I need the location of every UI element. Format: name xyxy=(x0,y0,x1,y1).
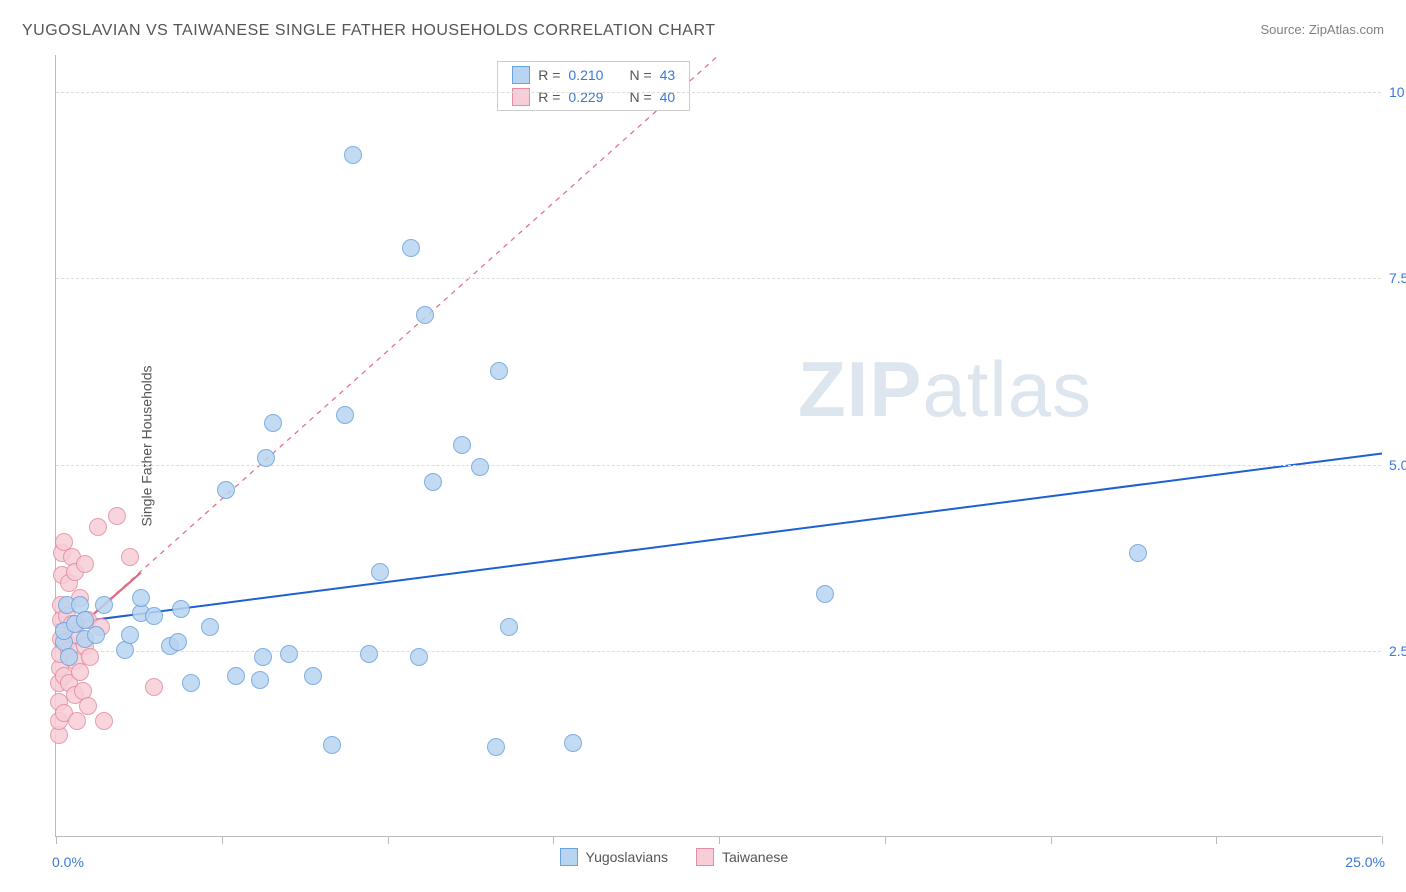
yugoslavians-point xyxy=(121,626,139,644)
yugoslavians-point xyxy=(371,563,389,581)
legend-series-item: Yugoslavians xyxy=(560,848,669,866)
xtick xyxy=(1051,836,1052,844)
taiwanese-point xyxy=(145,678,163,696)
ytick-label: 5.0% xyxy=(1389,457,1406,473)
taiwanese-point xyxy=(89,518,107,536)
xtick-label: 0.0% xyxy=(52,854,84,870)
ytick-label: 2.5% xyxy=(1389,643,1406,659)
legend-r-label: R = xyxy=(538,67,560,83)
yugoslavians-point xyxy=(410,648,428,666)
gridline-h xyxy=(56,278,1381,279)
yugoslavians-point xyxy=(257,449,275,467)
yugoslavians-point xyxy=(424,473,442,491)
xtick xyxy=(56,836,57,844)
plot-svg xyxy=(56,55,1381,836)
yugoslavians-point xyxy=(254,648,272,666)
taiwanese-point xyxy=(76,555,94,573)
yugoslavians-point xyxy=(201,618,219,636)
xtick-label: 25.0% xyxy=(1345,854,1385,870)
yugoslavians-point xyxy=(453,436,471,454)
taiwanese-point xyxy=(121,548,139,566)
yugoslavians-point xyxy=(60,648,78,666)
taiwanese-trendline xyxy=(56,55,719,647)
yugoslavians-point xyxy=(336,406,354,424)
yugoslavians-point xyxy=(323,736,341,754)
yugoslavians-point xyxy=(471,458,489,476)
yugoslavians-point xyxy=(182,674,200,692)
yugoslavians-point xyxy=(500,618,518,636)
legend-n-label: N = xyxy=(629,67,651,83)
xtick xyxy=(719,836,720,844)
gridline-h xyxy=(56,92,1381,93)
legend-series-label: Taiwanese xyxy=(722,849,788,865)
taiwanese-point xyxy=(71,663,89,681)
ytick-label: 7.5% xyxy=(1389,270,1406,286)
xtick xyxy=(1216,836,1217,844)
legend-r-value: 0.210 xyxy=(568,67,603,83)
legend-series: Yugoslavians Taiwanese xyxy=(560,848,789,866)
taiwanese-point xyxy=(68,712,86,730)
xtick xyxy=(388,836,389,844)
source-text: Source: ZipAtlas.com xyxy=(1260,22,1384,37)
yugoslavians-point xyxy=(564,734,582,752)
yugoslavians-point xyxy=(416,306,434,324)
yugoslavians-point xyxy=(95,596,113,614)
yugoslavians-point xyxy=(264,414,282,432)
ytick-label: 10.0% xyxy=(1389,84,1406,100)
yugoslavians-point xyxy=(344,146,362,164)
legend-stats-row: R =0.229N =40 xyxy=(498,86,689,108)
taiwanese-point xyxy=(81,648,99,666)
plot-area: Single Father Households ZIPatlas R =0.2… xyxy=(55,55,1381,837)
yugoslavians-point xyxy=(169,633,187,651)
legend-swatch xyxy=(560,848,578,866)
yugoslavians-point xyxy=(487,738,505,756)
yugoslavians-point xyxy=(251,671,269,689)
yugoslavians-point xyxy=(132,589,150,607)
xtick xyxy=(885,836,886,844)
legend-swatch xyxy=(512,66,530,84)
yugoslavians-point xyxy=(172,600,190,618)
legend-n-value: 43 xyxy=(660,67,676,83)
legend-swatch xyxy=(696,848,714,866)
yugoslavians-point xyxy=(1129,544,1147,562)
taiwanese-point xyxy=(95,712,113,730)
legend-series-item: Taiwanese xyxy=(696,848,788,866)
xtick xyxy=(553,836,554,844)
yugoslavians-point xyxy=(145,607,163,625)
yugoslavians-point xyxy=(816,585,834,603)
legend-series-label: Yugoslavians xyxy=(586,849,669,865)
yugoslavians-point xyxy=(490,362,508,380)
yugoslavians-point xyxy=(402,239,420,257)
yugoslavians-point xyxy=(87,626,105,644)
yugoslavians-trendline xyxy=(56,453,1382,624)
yugoslavians-point xyxy=(217,481,235,499)
yugoslavians-point xyxy=(304,667,322,685)
legend-stats-row: R = 0.210 N = 43 xyxy=(498,64,689,86)
chart-title: YUGOSLAVIAN VS TAIWANESE SINGLE FATHER H… xyxy=(22,22,715,40)
taiwanese-point xyxy=(79,697,97,715)
xtick xyxy=(222,836,223,844)
yugoslavians-point xyxy=(280,645,298,663)
yugoslavians-point xyxy=(227,667,245,685)
xtick xyxy=(1382,836,1383,844)
taiwanese-point xyxy=(108,507,126,525)
gridline-h xyxy=(56,465,1381,466)
legend-swatch xyxy=(512,88,530,106)
yugoslavians-point xyxy=(360,645,378,663)
legend-stats: R = 0.210 N = 43 R =0.229N =40 xyxy=(497,61,690,111)
